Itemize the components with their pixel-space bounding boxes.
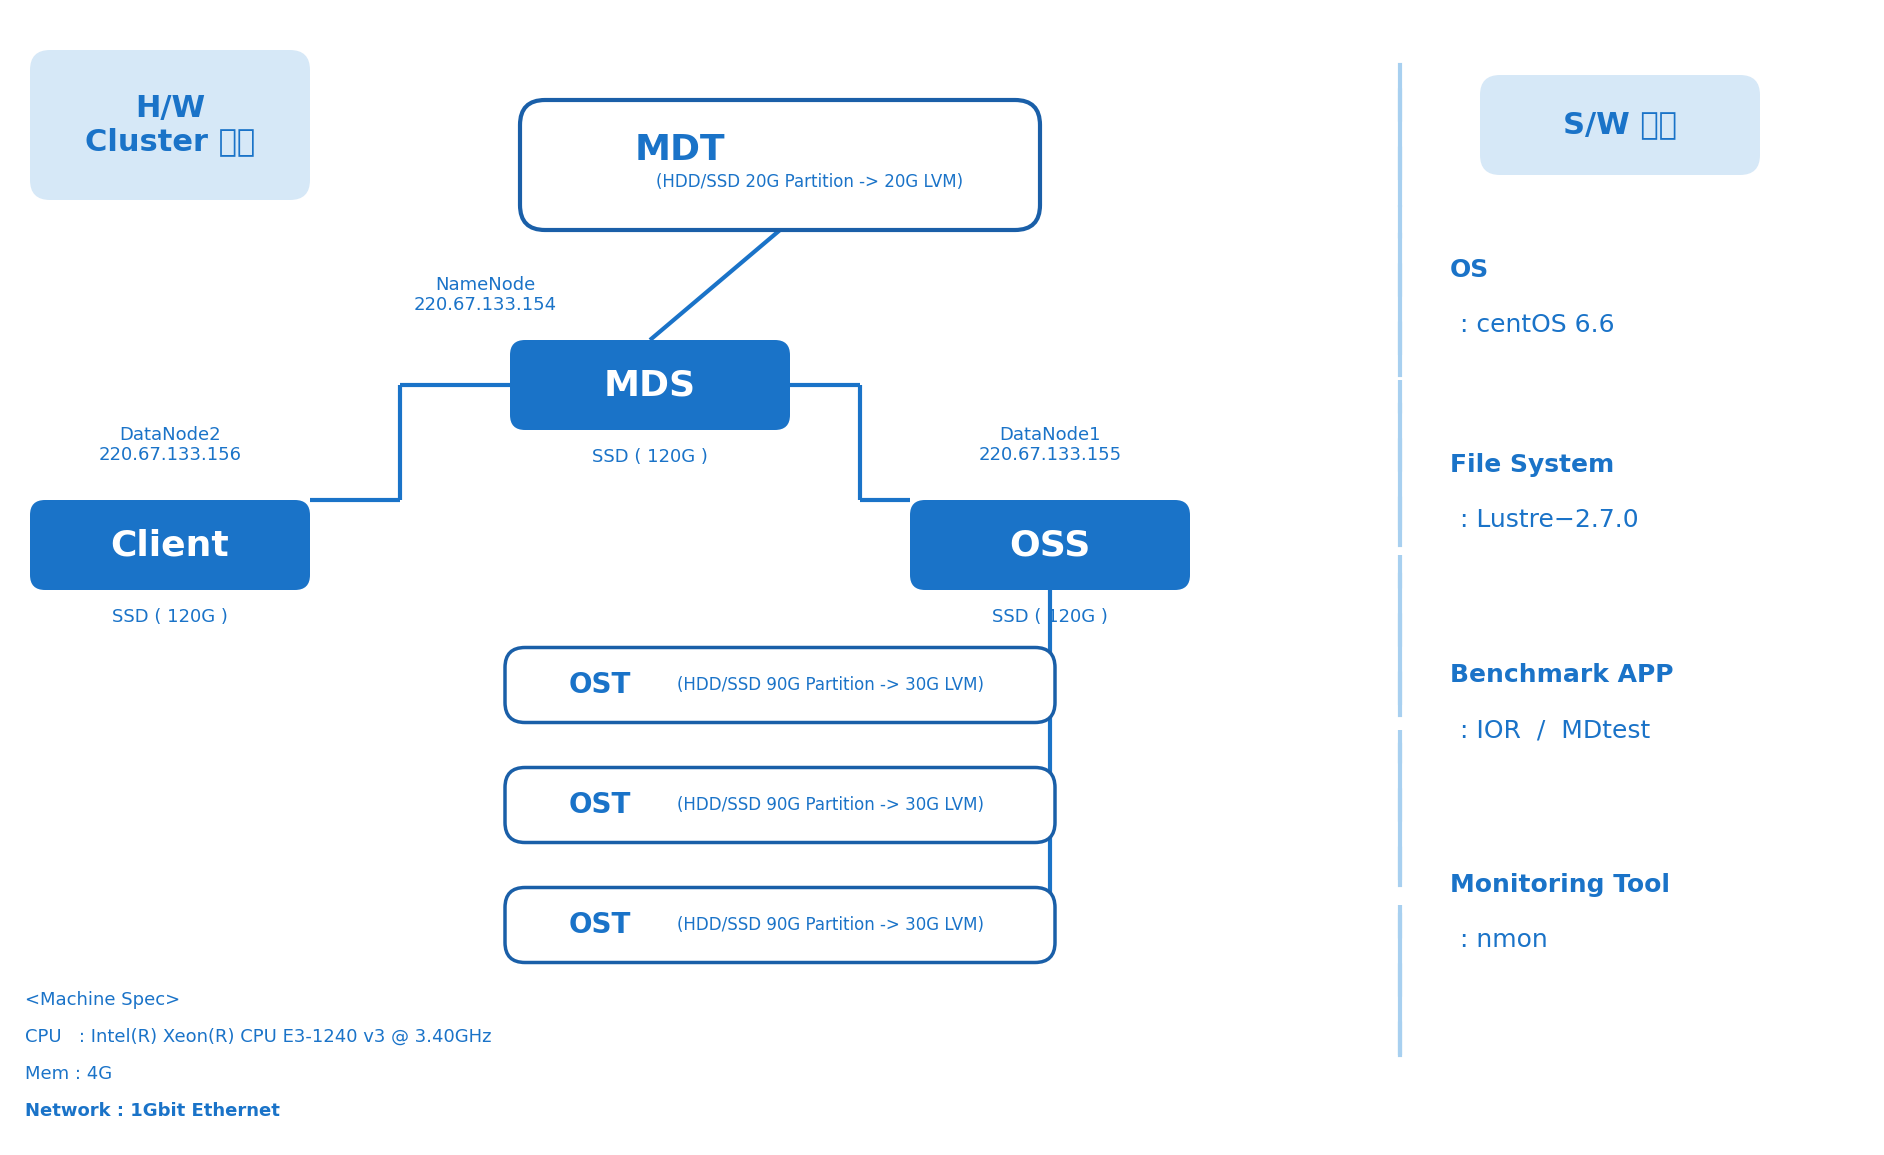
- Text: (HDD/SSD 90G Partition -> 30G LVM): (HDD/SSD 90G Partition -> 30G LVM): [676, 796, 983, 814]
- FancyBboxPatch shape: [1481, 75, 1760, 176]
- Text: OST: OST: [569, 911, 631, 939]
- Text: : centOS 6.6: : centOS 6.6: [1460, 313, 1615, 337]
- Text: MDS: MDS: [605, 368, 695, 402]
- FancyBboxPatch shape: [505, 768, 1055, 842]
- Text: : IOR  /  MDtest: : IOR / MDtest: [1460, 718, 1650, 742]
- Text: MDT: MDT: [635, 133, 725, 167]
- Text: SSD ( 120G ): SSD ( 120G ): [111, 608, 228, 626]
- FancyBboxPatch shape: [505, 648, 1055, 723]
- FancyBboxPatch shape: [30, 50, 311, 200]
- Text: Mem : 4G: Mem : 4G: [24, 1065, 113, 1083]
- Text: SSD ( 120G ): SSD ( 120G ): [592, 448, 708, 465]
- Text: NameNode
220.67.133.154: NameNode 220.67.133.154: [413, 276, 556, 314]
- Text: CPU   : Intel(R) Xeon(R) CPU E3-1240 v3 @ 3.40GHz: CPU : Intel(R) Xeon(R) CPU E3-1240 v3 @ …: [24, 1028, 492, 1046]
- Text: DataNode2
220.67.133.156: DataNode2 220.67.133.156: [98, 425, 241, 464]
- Text: (HDD/SSD 90G Partition -> 30G LVM): (HDD/SSD 90G Partition -> 30G LVM): [676, 676, 983, 694]
- Text: Client: Client: [111, 528, 230, 562]
- Text: OSS: OSS: [1010, 528, 1091, 562]
- Text: (HDD/SSD 20G Partition -> 20G LVM): (HDD/SSD 20G Partition -> 20G LVM): [656, 173, 963, 191]
- Text: SSD ( 120G ): SSD ( 120G ): [993, 608, 1108, 626]
- Text: File System: File System: [1451, 453, 1615, 477]
- FancyBboxPatch shape: [511, 340, 789, 430]
- Text: H/W
Cluster 환경: H/W Cluster 환경: [85, 94, 254, 156]
- FancyBboxPatch shape: [30, 500, 311, 590]
- Text: : nmon: : nmon: [1460, 927, 1549, 952]
- Text: : Lustre−2.7.0: : Lustre−2.7.0: [1460, 508, 1639, 532]
- Text: Benchmark APP: Benchmark APP: [1451, 663, 1673, 687]
- FancyBboxPatch shape: [505, 887, 1055, 962]
- Text: Monitoring Tool: Monitoring Tool: [1451, 873, 1669, 897]
- FancyBboxPatch shape: [910, 500, 1191, 590]
- Text: OST: OST: [569, 671, 631, 699]
- FancyBboxPatch shape: [520, 100, 1040, 230]
- Text: (HDD/SSD 90G Partition -> 30G LVM): (HDD/SSD 90G Partition -> 30G LVM): [676, 916, 983, 934]
- Text: Network : 1Gbit Ethernet: Network : 1Gbit Ethernet: [24, 1102, 281, 1120]
- Text: DataNode1
220.67.133.155: DataNode1 220.67.133.155: [978, 425, 1121, 464]
- Text: OS: OS: [1451, 258, 1488, 282]
- Text: <Machine Spec>: <Machine Spec>: [24, 991, 181, 1009]
- Text: OST: OST: [569, 791, 631, 819]
- Text: S/W 환경: S/W 환경: [1564, 111, 1677, 140]
